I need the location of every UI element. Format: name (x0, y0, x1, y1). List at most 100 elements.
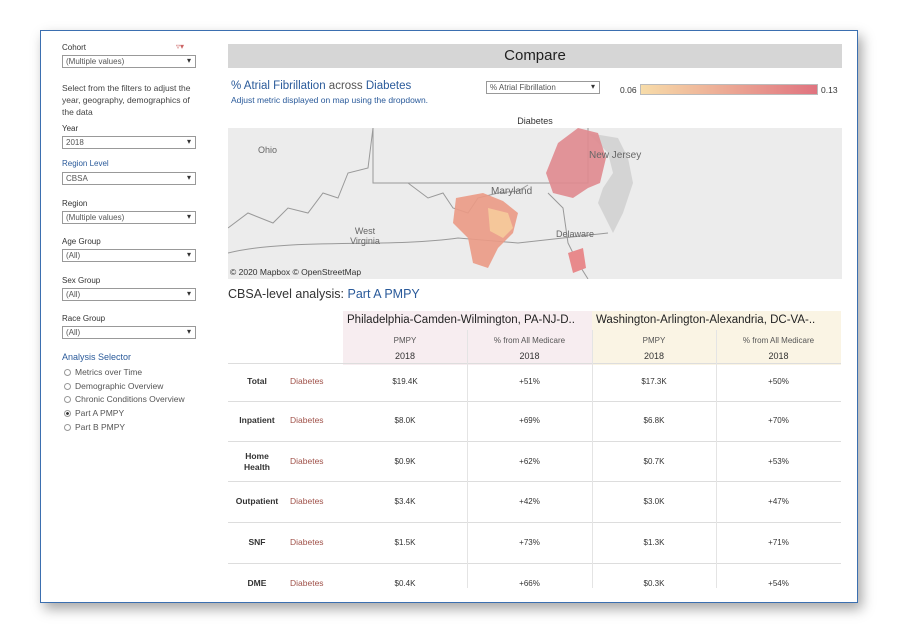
map-header (228, 113, 842, 128)
row-cohort: Diabetes (290, 415, 324, 425)
filter-dropdown[interactable]: CBSA (62, 172, 196, 185)
mid: across (328, 80, 363, 92)
col-divider (467, 330, 468, 588)
filter-icon: ▿▾ (176, 42, 185, 51)
column-header: % from All Medicare (742, 336, 815, 345)
border (228, 127, 374, 229)
row-cohort: Diabetes (290, 376, 324, 386)
table-cell: $0.3K (643, 579, 665, 588)
year-header: 2018 (394, 351, 416, 361)
legend-bar (640, 84, 818, 95)
table-cell: +71% (768, 538, 789, 547)
region-fill (568, 248, 586, 273)
radio-option[interactable]: Part A PMPY (64, 408, 124, 418)
map-label: New Jersey (589, 150, 642, 161)
year-header: 2018 (643, 351, 665, 361)
map-attribution: © 2020 Mapbox © OpenStreetMap (230, 267, 362, 277)
header-bar: Compare (228, 44, 842, 68)
table-cell: +62% (519, 457, 540, 466)
region-name: Philadelphia-Camden-Wilmington, PA-NJ-D.… (347, 314, 575, 326)
table-cell: $8.0K (394, 416, 416, 425)
column-header: % from All Medicare (493, 336, 566, 345)
row-divider (228, 481, 841, 482)
row-divider (228, 440, 841, 442)
map-label: Delaware (556, 229, 595, 239)
selector-title: Analysis Selector (62, 352, 132, 362)
option-label: Part A PMPY (75, 408, 125, 419)
row-label: Total (247, 376, 267, 386)
filter-label: Sex Group (62, 276, 101, 285)
row-label: DME (247, 578, 267, 588)
table-cell: $17.3K (641, 377, 667, 386)
title: CBSA-level analysis: (228, 287, 345, 301)
map-title: % Atrial Fibrillation across Diabetes (231, 80, 411, 92)
row-label: Inpatient (239, 415, 275, 425)
map-bg (228, 113, 842, 279)
filter-label: Race Group (62, 314, 106, 323)
filter-dropdown[interactable]: (All) (62, 288, 196, 301)
metric-dropdown[interactable]: % Atrial Fibrillation (486, 81, 600, 94)
legend-max: 0.13 (821, 85, 838, 95)
row-label: SNF (248, 537, 266, 547)
row-cohort: Diabetes (290, 578, 324, 588)
table-clip (228, 590, 842, 600)
column-header: PMPY (642, 336, 666, 345)
table-cell: $3.0K (643, 497, 665, 506)
row-divider (228, 400, 841, 402)
radio-option[interactable]: Demographic Overview (64, 381, 163, 391)
option-label: Metrics over Time (75, 367, 143, 377)
table-cell: $3.4K (394, 497, 416, 506)
row-label: Outpatient (235, 496, 279, 506)
filter-dropdown[interactable]: (All) (62, 249, 196, 262)
map-label: Ohio (258, 145, 278, 155)
year-header: 2018 (768, 351, 789, 361)
filter-dropdown[interactable]: (Multiple values) (62, 211, 196, 224)
table-cell: +66% (519, 579, 540, 588)
option-label: Part B PMPY (75, 421, 126, 432)
map-panel-title: Diabetes (517, 116, 553, 126)
filter-label: Age Group (62, 237, 101, 246)
row-cohort: Diabetes (290, 456, 324, 466)
radio-option[interactable]: Metrics over Time (64, 367, 142, 377)
filter-label: Region (62, 199, 88, 208)
title-value: Part A PMPY (347, 287, 420, 301)
filter-dropdown[interactable]: 2018 (62, 136, 196, 149)
header-divider (228, 363, 841, 364)
table-cell: +53% (768, 457, 789, 466)
radio-option[interactable]: Part B PMPY (64, 422, 125, 432)
table-cell: $19.4K (392, 377, 418, 386)
table-cell: +42% (519, 497, 540, 506)
filter-dropdown[interactable]: (Multiple values) (62, 55, 196, 68)
row-divider (228, 562, 841, 564)
table-cell: +70% (768, 416, 789, 425)
region-name: Washington-Arlington-Alexandria, DC-VA-.… (596, 314, 816, 326)
row-cohort: Diabetes (290, 537, 324, 547)
radio-option[interactable]: Chronic Conditions Overview (64, 394, 185, 404)
cohort: Diabetes (365, 80, 412, 92)
region-fill (488, 208, 513, 238)
table-cell: $0.4K (394, 579, 416, 588)
map-label: Maryland (491, 186, 533, 197)
table-cell: $6.8K (643, 416, 665, 425)
map-label: West Virginia (350, 226, 380, 246)
ocean (588, 133, 633, 233)
table-cell: $1.5K (394, 538, 416, 547)
table-cell: +51% (519, 377, 540, 386)
filter-dropdown[interactable]: (All) (62, 326, 196, 339)
legend-min: 0.06 (620, 85, 637, 95)
table-cell: +73% (519, 538, 540, 547)
map-subtitle: Adjust metric displayed on map using the… (231, 95, 429, 105)
region-fill (546, 128, 606, 198)
row-divider (228, 521, 841, 523)
map (228, 113, 842, 279)
table-cell: +54% (768, 579, 789, 588)
filter-label: Cohort (62, 43, 87, 52)
metric: % Atrial Fibrillation (231, 80, 326, 92)
option-label: Chronic Conditions Overview (75, 394, 185, 405)
table-cell: $0.7K (643, 457, 665, 466)
row-cohort: Diabetes (290, 496, 324, 506)
instructions: Select from the filters to adjust the ye… (62, 83, 191, 117)
table-cell: +47% (768, 497, 789, 506)
col-divider (716, 330, 717, 588)
